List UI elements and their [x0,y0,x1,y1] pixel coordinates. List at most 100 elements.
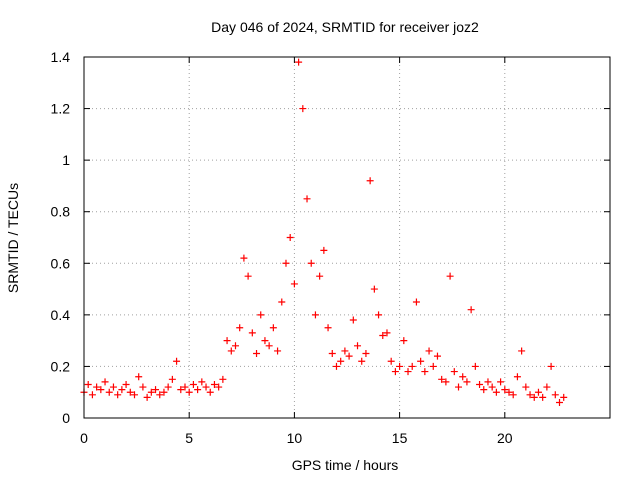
data-point [421,368,429,376]
data-point [311,311,319,319]
data-point [354,342,362,350]
data-point [286,234,294,241]
data-point [248,329,256,337]
data-point [383,329,391,337]
data-point [332,362,340,370]
data-point [244,272,252,280]
chart-title: Day 046 of 2024, SRMTID for receiver joz… [211,19,479,35]
data-point [463,378,471,386]
data-point [181,383,189,391]
data-point [147,388,155,396]
data-point [467,306,475,314]
data-point [560,393,568,401]
data-point [114,391,122,399]
data-point [135,373,143,381]
data-point [320,246,328,254]
data-point [387,357,395,365]
data-point [105,388,113,396]
data-point [185,388,193,396]
data-point [240,254,248,262]
data-point [223,337,231,345]
plot-frame [83,56,611,419]
data-point [328,350,336,358]
y-axis-label: SRMTID / TECUs [5,183,21,293]
data-point [513,373,521,381]
axis-ticks: 0 5 10 15 20 0 0.2 0.4 0.6 0.8 1 1.2 1.4 [51,49,610,446]
data-point [160,388,168,396]
data-point [433,352,441,360]
data-point [391,368,399,376]
data-point [522,383,530,391]
data-point [370,285,378,293]
data-point [530,393,538,401]
grid-lines [84,57,610,418]
data-point [379,331,387,339]
x-axis-label: GPS time / hours [292,457,399,473]
data-point [358,357,366,365]
y-tick-label: 1.2 [51,101,71,117]
data-point [412,298,420,306]
data-point [455,383,463,391]
data-point [194,386,202,394]
y-tick-label: 0.2 [51,358,71,374]
data-point [438,375,446,383]
data-point [539,393,547,401]
data-point [345,352,353,360]
data-point [84,380,92,388]
data-point [492,388,500,396]
data-point [337,357,345,365]
data-point [459,373,467,381]
data-point [118,386,126,394]
data-point [282,259,290,267]
data-point [417,357,425,365]
data-point [261,337,269,345]
data-point [547,362,555,370]
data-point [518,347,526,355]
y-tick-label: 0.8 [51,204,71,220]
data-point [429,362,437,370]
data-point [446,272,454,280]
data-point [295,58,303,66]
y-tick-label: 0 [62,410,70,426]
data-point [231,342,239,350]
x-tick-label: 5 [185,430,193,446]
data-point [341,347,349,355]
data-point [497,378,505,386]
y-tick-label: 0.4 [51,307,71,323]
data-point [227,347,235,355]
data-point [88,391,96,399]
data-point [484,378,492,386]
data-point [408,362,416,370]
data-point [404,368,412,376]
data-point [126,388,134,396]
data-point [307,259,315,267]
data-point [109,383,117,391]
x-tick-label: 15 [392,430,408,446]
data-point [152,386,160,394]
data-point [450,368,458,376]
data-point [206,388,214,396]
data-point [316,272,324,280]
data-point [236,324,244,332]
data-point [215,383,223,391]
data-point [375,311,383,319]
x-tick-label: 20 [497,430,513,446]
data-point [97,386,105,394]
data-point [526,391,534,399]
data-point [501,386,509,394]
data-point [210,380,218,388]
data-point [534,388,542,396]
data-point [101,378,109,386]
data-point [556,399,564,407]
data-point [290,280,298,288]
data-point [488,383,496,391]
data-point [139,383,147,391]
data-point [396,362,404,370]
data-point [122,380,130,388]
data-point [198,378,206,386]
data-point [93,383,101,391]
y-tick-label: 1.4 [51,49,71,65]
